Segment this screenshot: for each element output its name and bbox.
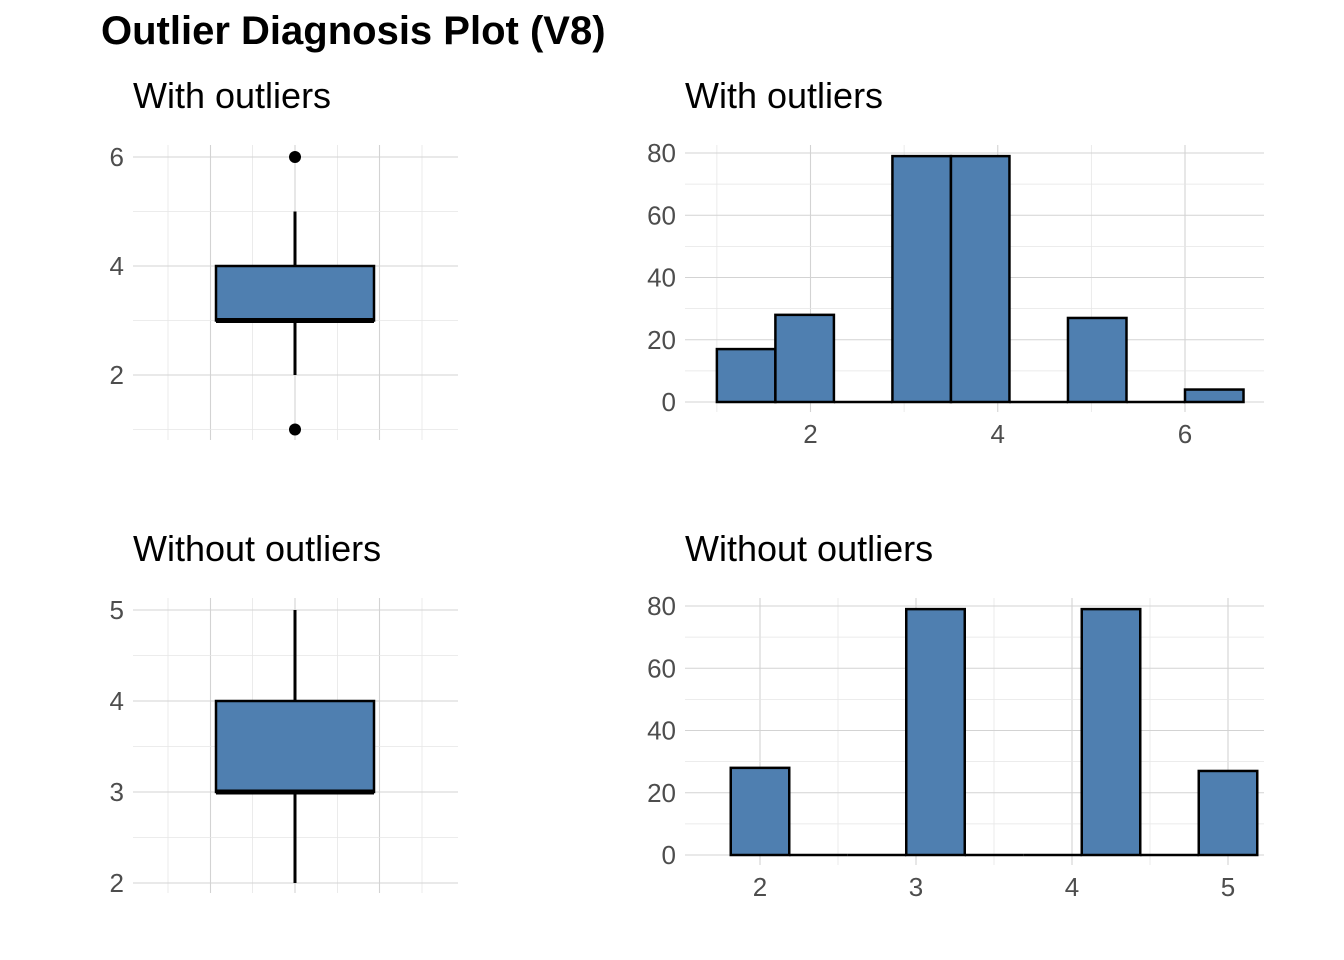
y-tick-label: 4 (110, 686, 124, 716)
outlier-point (289, 151, 301, 163)
y-tick-label: 40 (647, 263, 676, 293)
x-tick-label: 5 (1221, 872, 1235, 902)
y-tick-label: 20 (647, 778, 676, 808)
histogram-without-outliers-panel: Without outliers 0 20 40 60 80 2 3 4 5 (647, 528, 1264, 902)
y-tick-label: 0 (662, 840, 676, 870)
panel-title: Without outliers (133, 528, 381, 569)
y-tick-label: 2 (110, 868, 124, 898)
figure-title: Outlier Diagnosis Plot (V8) (101, 9, 606, 53)
y-tick-label: 80 (647, 591, 676, 621)
y-tick-label: 6 (110, 142, 124, 172)
histogram-bar (1197, 769, 1259, 857)
x-tick-label: 6 (1178, 419, 1192, 449)
y-tick-label: 2 (110, 360, 124, 390)
histogram-with-outliers-panel: With outliers 0 20 40 60 80 2 4 6 (647, 75, 1264, 449)
x-tick-label: 2 (803, 419, 817, 449)
y-tick-label: 0 (662, 387, 676, 417)
y-tick-label: 3 (110, 777, 124, 807)
panel-title: With outliers (133, 75, 331, 116)
histogram-bar (891, 154, 953, 404)
y-tick-label: 40 (647, 716, 676, 746)
histogram-bar (1066, 316, 1128, 404)
histogram-bar (774, 313, 836, 404)
box-iqr (214, 264, 376, 322)
panel-title: Without outliers (685, 528, 933, 569)
y-tick-label: 80 (647, 138, 676, 168)
panel-title: With outliers (685, 75, 883, 116)
x-tick-label: 4 (991, 419, 1005, 449)
x-tick-label: 3 (909, 872, 923, 902)
y-tick-label: 5 (110, 595, 124, 625)
histogram-bar (949, 154, 1011, 404)
y-tick-label: 60 (647, 653, 676, 683)
y-tick-label: 4 (110, 251, 124, 281)
histogram-bar (1080, 607, 1142, 857)
histogram-bar (1183, 388, 1245, 404)
boxplot-without-outliers-panel: Without outliers 2 3 4 5 (110, 528, 458, 898)
y-tick-label: 20 (647, 325, 676, 355)
x-tick-label: 4 (1065, 872, 1079, 902)
x-tick-label: 2 (753, 872, 767, 902)
histogram-bar (715, 347, 777, 404)
box-iqr (214, 699, 376, 794)
y-tick-label: 60 (647, 200, 676, 230)
histogram-bar (905, 607, 966, 857)
histogram-bar (729, 766, 791, 857)
boxplot-with-outliers-panel: With outliers 2 4 6 (110, 75, 458, 440)
outlier-point (289, 423, 301, 436)
